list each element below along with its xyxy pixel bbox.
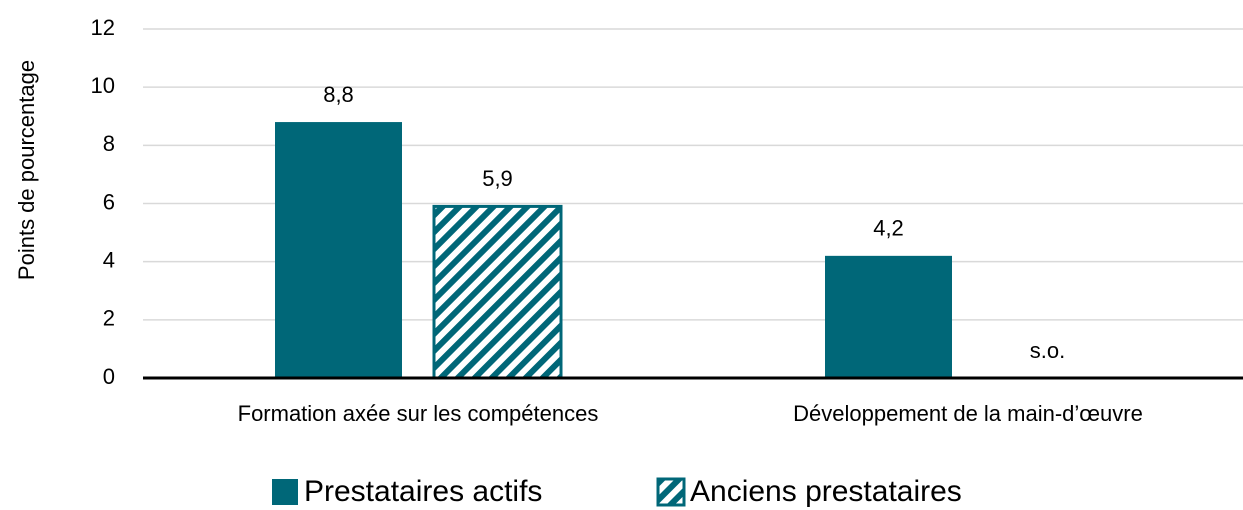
y-tick-label: 8 bbox=[103, 131, 115, 156]
y-tick-label: 10 bbox=[91, 73, 115, 98]
x-tick-label: Formation axée sur les compétences bbox=[238, 401, 599, 426]
y-tick-label: 12 bbox=[91, 15, 115, 40]
legend-label: Anciens prestataires bbox=[690, 475, 962, 508]
bar bbox=[432, 204, 563, 380]
data-label: s.o. bbox=[1030, 338, 1065, 363]
data-label: 5,9 bbox=[482, 166, 513, 191]
y-tick-label: 0 bbox=[103, 364, 115, 389]
data-label: 4,2 bbox=[873, 216, 904, 241]
legend-label: Prestataires actifs bbox=[304, 475, 542, 508]
legend-swatch bbox=[656, 477, 686, 507]
x-tick-label: Développement de la main-d’œuvre bbox=[793, 401, 1143, 426]
bar bbox=[275, 122, 402, 378]
y-tick-label: 6 bbox=[103, 189, 115, 214]
legend-swatch bbox=[272, 479, 298, 505]
y-axis-label: Points de pourcentage bbox=[14, 60, 39, 280]
data-label: 8,8 bbox=[323, 82, 354, 107]
y-tick-label: 4 bbox=[103, 247, 115, 272]
bar bbox=[825, 255, 952, 378]
y-tick-label: 2 bbox=[103, 306, 115, 331]
